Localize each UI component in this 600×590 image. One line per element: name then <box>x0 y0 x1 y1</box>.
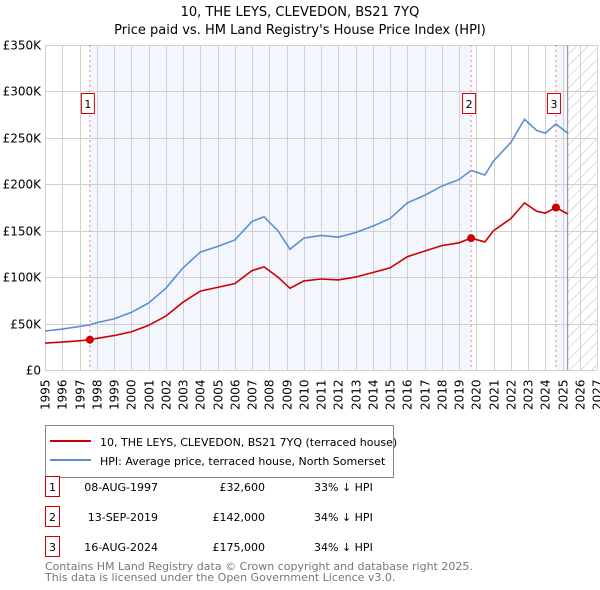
x-tick-label: 2013 <box>350 379 364 410</box>
x-tick-label: 2000 <box>125 379 139 410</box>
legend-label-hpi: HPI: Average price, terraced house, Nort… <box>100 455 386 468</box>
sale-delta: 34% ↓ HPI <box>314 511 373 524</box>
property-price-line <box>44 201 569 344</box>
sale-delta: 33% ↓ HPI <box>314 481 373 494</box>
x-tick-label: 2019 <box>453 379 467 410</box>
sale-price: £32,600 <box>220 481 266 494</box>
x-tick-label: 2003 <box>177 379 191 410</box>
sale-point <box>551 203 560 212</box>
x-tick-label: 2027 <box>591 379 600 410</box>
x-tick-label: 1997 <box>74 379 88 410</box>
sale-label-box <box>80 93 95 114</box>
y-tick-label: £50K <box>10 318 42 332</box>
x-tick-label: 2021 <box>488 379 502 410</box>
legend-label-property: 10, THE LEYS, CLEVEDON, BS21 7YQ (terrac… <box>100 436 397 449</box>
x-tick-label: 2002 <box>160 379 174 410</box>
y-tick-label: £100K <box>3 271 43 285</box>
x-tick-label: 2016 <box>401 379 415 410</box>
x-tick-label: 1999 <box>108 379 122 410</box>
footer-licence: This data is licensed under the Open Gov… <box>44 571 395 584</box>
x-tick-label: 2004 <box>194 379 208 410</box>
forecast-hatch <box>567 45 597 370</box>
x-tick-label: 2025 <box>557 379 571 410</box>
x-tick-label: 2008 <box>263 379 277 410</box>
x-tick-label: 2026 <box>574 379 588 410</box>
x-tick-label: 2009 <box>281 379 295 410</box>
sale-number: 2 <box>49 511 56 524</box>
sale-delta: 34% ↓ HPI <box>314 541 373 554</box>
sales-table: 1 08-AUG-1997 £32,600 33% ↓ HPI 2 13-SEP… <box>45 476 373 557</box>
sale-label-number: 2 <box>466 98 473 111</box>
x-tick-label: 2020 <box>470 379 484 410</box>
x-tick-label: 2010 <box>298 379 312 410</box>
legend: 10, THE LEYS, CLEVEDON, BS21 7YQ (terrac… <box>45 425 397 478</box>
sale-number: 1 <box>49 481 56 494</box>
y-tick-label: £350K <box>3 39 43 53</box>
y-tick-label: £200K <box>3 178 43 192</box>
x-tick-label: 2015 <box>384 379 398 410</box>
y-tick-label: £150K <box>3 225 43 239</box>
y-tick-label: £250K <box>3 132 43 146</box>
sale-point <box>467 234 476 243</box>
x-tick-label: 2007 <box>246 379 260 410</box>
chart-subtitle: Price paid vs. HM Land Registry's House … <box>114 23 486 38</box>
footer-copyright: Contains HM Land Registry data © Crown c… <box>45 560 473 573</box>
y-tick-label: £0 <box>26 364 41 378</box>
ownership-shade <box>89 45 472 370</box>
sale-row-3: 3 16-AUG-2024 £175,000 34% ↓ HPI <box>45 536 373 557</box>
sale-label-box <box>462 93 477 114</box>
sale-number: 3 <box>49 541 56 554</box>
x-tick-label: 2005 <box>212 379 226 410</box>
sale-price: £175,000 <box>213 541 266 554</box>
y-tick-label: £300K <box>3 85 43 99</box>
x-tick-label: 2022 <box>505 379 519 410</box>
ownership-shade <box>555 45 568 370</box>
sale-row-2: 2 13-SEP-2019 £142,000 34% ↓ HPI <box>45 506 373 527</box>
sale-price: £142,000 <box>213 511 266 524</box>
x-tick-label: 2017 <box>419 379 433 410</box>
x-tick-label: 2023 <box>522 379 536 410</box>
sale-row-1: 1 08-AUG-1997 £32,600 33% ↓ HPI <box>45 476 373 497</box>
x-tick-label: 2011 <box>315 379 329 410</box>
x-tick-label: 1998 <box>91 379 105 410</box>
x-tick-label: 2001 <box>143 379 157 410</box>
chart-title: 10, THE LEYS, CLEVEDON, BS21 7YQ <box>181 5 420 20</box>
hpi-line <box>44 118 569 332</box>
sale-point <box>85 335 94 344</box>
sale-label-box <box>546 93 561 114</box>
x-tick-label: 1995 <box>39 379 53 410</box>
sale-label-number: 3 <box>550 98 557 111</box>
sale-label-number: 1 <box>84 98 91 111</box>
x-tick-label: 2012 <box>332 379 346 410</box>
sale-date: 13-SEP-2019 <box>88 511 158 524</box>
x-tick-label: 2024 <box>539 379 553 410</box>
x-tick-label: 1996 <box>56 379 70 410</box>
x-tick-label: 2006 <box>229 379 243 410</box>
sale-date: 08-AUG-1997 <box>84 481 158 494</box>
x-tick-label: 2018 <box>436 379 450 410</box>
sale-date: 16-AUG-2024 <box>84 541 158 554</box>
x-tick-label: 2014 <box>367 379 381 410</box>
